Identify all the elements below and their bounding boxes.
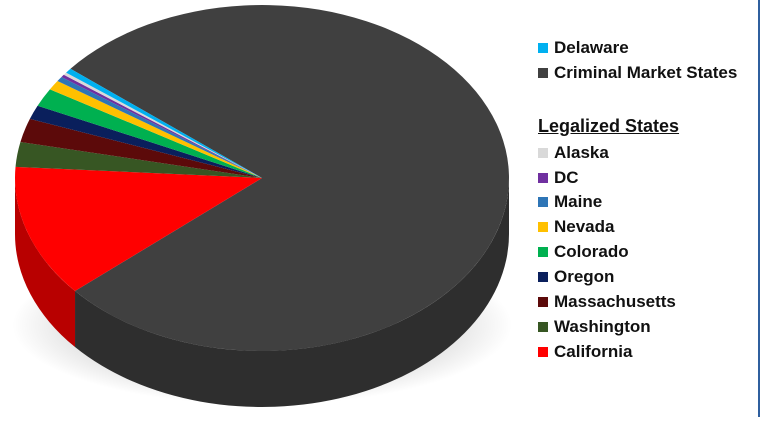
legend-swatch bbox=[538, 247, 548, 257]
pie-slice-massachusetts bbox=[20, 118, 262, 178]
pie-slice-oregon bbox=[29, 105, 262, 178]
legend-item-massachusetts: Massachusetts bbox=[538, 291, 676, 313]
legend-heading: Legalized States bbox=[538, 116, 680, 136]
legend-label: Oregon bbox=[554, 267, 615, 286]
legend-label: Colorado bbox=[554, 242, 629, 261]
pie-slice-washington bbox=[15, 141, 263, 178]
legend-swatch bbox=[538, 347, 548, 357]
pie-slice-criminal-market-states bbox=[70, 5, 510, 351]
pie-slice-colorado bbox=[37, 89, 263, 178]
frame-border bbox=[758, 0, 760, 417]
legend-label: Washington bbox=[554, 317, 651, 336]
legend-label: Alaska bbox=[554, 143, 609, 162]
pie-side-california bbox=[15, 178, 76, 348]
legend-item-nevada: Nevada bbox=[538, 216, 614, 238]
legend-swatch bbox=[538, 43, 548, 53]
legend-item-maine: Maine bbox=[538, 191, 602, 213]
legend-label: Massachusetts bbox=[554, 292, 676, 311]
legend-label: Criminal Market States bbox=[554, 63, 738, 82]
legend-swatch bbox=[538, 297, 548, 307]
legend-item-oregon: Oregon bbox=[538, 266, 614, 288]
legend-label: California bbox=[554, 342, 633, 361]
pie-slice-alaska bbox=[63, 72, 263, 178]
legend-label: DC bbox=[554, 168, 579, 187]
pie-slice-dc bbox=[61, 74, 262, 178]
legend-swatch bbox=[538, 322, 548, 332]
pie-tops bbox=[15, 5, 510, 351]
pie-side-criminal-market-states bbox=[75, 178, 510, 407]
pie-sides bbox=[15, 178, 510, 407]
legend-swatch bbox=[538, 68, 548, 78]
legend-swatch bbox=[538, 222, 548, 232]
legend-swatch bbox=[538, 173, 548, 183]
legend-item-dc: DC bbox=[538, 167, 579, 189]
legend-item-washington: Washington bbox=[538, 316, 651, 338]
legend-item-criminal-market-states: Criminal Market States bbox=[538, 62, 737, 84]
legend-swatch bbox=[538, 148, 548, 158]
pie-slice-delaware bbox=[66, 68, 262, 178]
legend-swatch bbox=[538, 272, 548, 282]
legend-label: Maine bbox=[554, 192, 603, 211]
pie-slice-california bbox=[15, 166, 263, 292]
legend-item-colorado: Colorado bbox=[538, 241, 629, 263]
pie-slice-nevada bbox=[49, 81, 262, 178]
legend-label: Delaware bbox=[554, 38, 629, 57]
legend-item-delaware: Delaware bbox=[538, 37, 629, 59]
pie-slice-maine bbox=[57, 76, 263, 178]
legend-item-alaska: Alaska bbox=[538, 142, 609, 164]
legend-label: Nevada bbox=[554, 217, 615, 236]
legend-item-california: California bbox=[538, 341, 632, 363]
legend-swatch bbox=[538, 197, 548, 207]
